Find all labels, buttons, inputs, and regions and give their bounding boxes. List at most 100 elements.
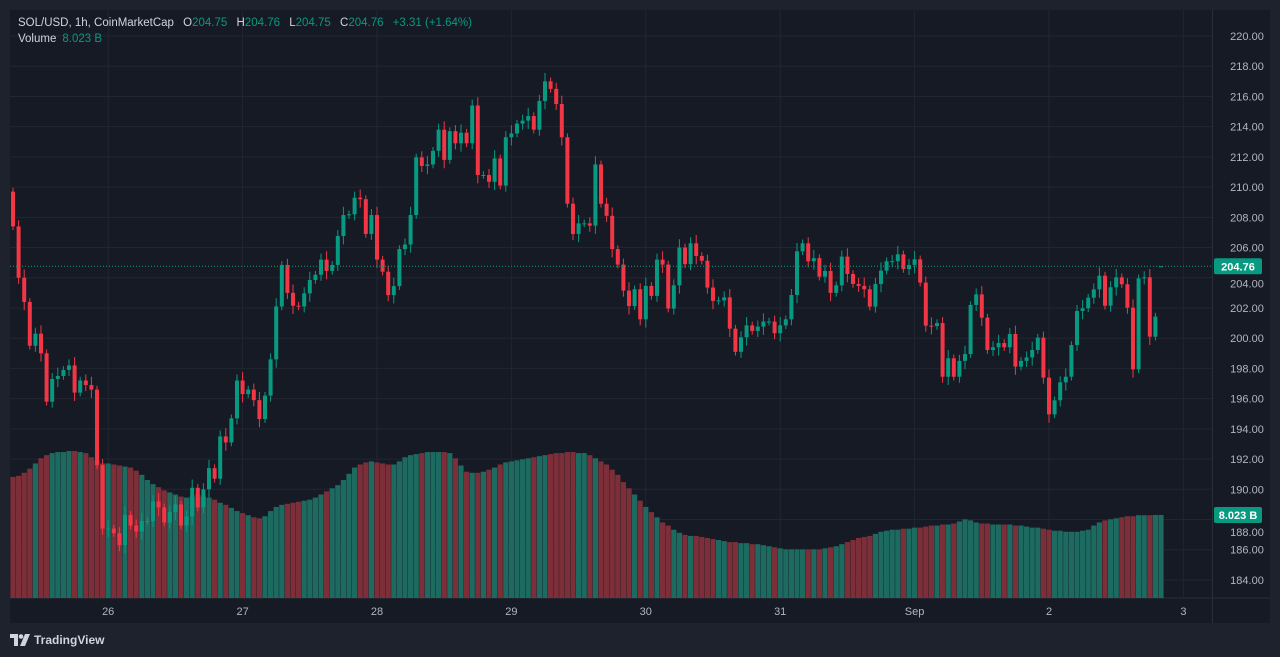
price-tick-label: 204.00 [1230, 278, 1264, 290]
candle-down [240, 380, 245, 395]
tradingview-logo[interactable]: TradingView [10, 633, 104, 647]
candle-up [520, 120, 525, 124]
candle-up [1108, 287, 1113, 306]
candle-down [604, 203, 609, 216]
candle-down [464, 132, 469, 144]
candle-down [179, 504, 183, 526]
candle-up [946, 358, 951, 377]
volume-bar-up [329, 488, 335, 598]
volume-bar-down [212, 499, 218, 598]
volume-bar-down [844, 542, 850, 598]
candle-up [968, 304, 973, 355]
volume-bar-up [312, 497, 318, 598]
candle-up [1097, 275, 1102, 290]
price-tick-label: 202.00 [1230, 303, 1264, 315]
volume-bar-up [889, 529, 895, 598]
candle-down [828, 270, 833, 293]
volume-bar-up [654, 517, 660, 598]
candle-up [190, 487, 195, 517]
volume-bar-down [710, 539, 716, 598]
candle-up [761, 321, 766, 327]
volume-bar-up [503, 462, 509, 598]
candle-up [470, 105, 475, 144]
time-tick-label: 26 [102, 606, 114, 618]
candle-down [979, 294, 984, 318]
volume-bar-up [391, 464, 397, 598]
volume-bar-up [783, 549, 789, 598]
candle-up [582, 223, 587, 225]
volume-bar-down [72, 451, 78, 598]
candle-up [795, 251, 799, 295]
candle-down [571, 203, 575, 234]
volume-bar-down [704, 537, 710, 598]
volume-bar-down [917, 527, 923, 598]
volume-bar-up [55, 452, 61, 598]
volume-bar-down [156, 487, 162, 598]
candle-up [145, 521, 150, 523]
volume-bar-up [1029, 527, 1035, 598]
volume-bar-up [340, 480, 346, 598]
volume-bar-up [592, 458, 598, 598]
volume-bar-up [811, 549, 817, 598]
volume-bar-up [262, 516, 268, 598]
candle-up [481, 175, 486, 177]
candle-up [408, 215, 413, 245]
volume-bar-up [576, 453, 582, 598]
candle-up [789, 294, 794, 320]
candle-up [963, 354, 967, 361]
volume-bar-down [553, 453, 559, 598]
candle-up [767, 321, 771, 323]
volume-bar-down [296, 501, 302, 598]
candle-up [1114, 277, 1119, 288]
candle-up [307, 280, 312, 294]
volume-bar-down [951, 523, 957, 598]
volume-bar-down [660, 522, 666, 598]
volume-bar-up [458, 465, 464, 598]
volume-bar-down [161, 490, 167, 598]
candle-down [285, 264, 290, 293]
volume-label[interactable]: Volume [18, 33, 57, 45]
last-price-label: 204.76 [1221, 261, 1255, 273]
volume-bar-down [94, 460, 100, 598]
candle-up [1063, 376, 1068, 383]
candle-down [1131, 307, 1135, 370]
volume-bar-up [760, 545, 766, 598]
volume-bar-up [1085, 529, 1091, 598]
high-value: 204.76 [244, 17, 280, 29]
candle-up [996, 343, 1001, 348]
chart-pane[interactable]: 184.00 186.00 188.00 190.00 192.00 194.00 196.… [10, 10, 1270, 623]
volume-bar-up [1113, 518, 1119, 598]
last-price-badge [1214, 258, 1262, 275]
volume-bar-down [88, 457, 94, 598]
symbol-title[interactable]: SOL/USD, 1h, CoinMarketCap [18, 17, 174, 29]
volume-bar-up [273, 506, 279, 598]
volume-bar-up [676, 532, 682, 598]
candle-down [750, 325, 755, 331]
candle-down [111, 528, 116, 534]
candle-up [739, 337, 743, 352]
price-tick-label: 186.00 [1230, 545, 1264, 557]
candle-up [991, 347, 995, 350]
candle-down [660, 259, 665, 265]
volume-bar-down [251, 517, 257, 598]
volume-bar-down [475, 472, 481, 598]
candle-down [100, 465, 105, 529]
candle-up [492, 158, 497, 182]
candle-up [515, 123, 519, 134]
volume-bar-down [940, 524, 946, 598]
candle-down [806, 243, 811, 262]
volume-bar-up [996, 524, 1002, 598]
volume-bar-down [1124, 516, 1130, 598]
low-value: 204.75 [295, 17, 331, 29]
price-tick-label: 188.00 [1230, 527, 1264, 539]
candle-up [912, 259, 917, 265]
volume-bar-up [525, 458, 531, 598]
candle-down [1125, 284, 1130, 308]
volume-bar-down [178, 496, 184, 598]
price-tick-label: 194.00 [1230, 424, 1264, 436]
volume-bar-down [441, 452, 447, 598]
candle-up [537, 100, 542, 130]
candle-up [235, 380, 239, 419]
volume-bar-down [772, 547, 778, 598]
candlestick-chart[interactable]: 184.00 186.00 188.00 190.00 192.00 194.00 196.… [10, 10, 1270, 623]
